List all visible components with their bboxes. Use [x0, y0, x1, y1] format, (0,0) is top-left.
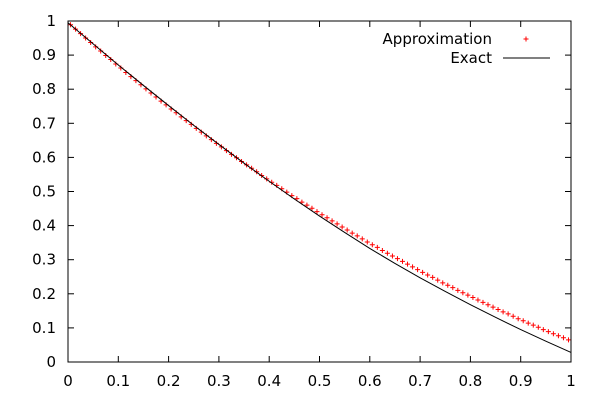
y-tick-label: 0.1 — [32, 319, 56, 337]
approximation-point — [500, 309, 506, 315]
y-tick-label: 0.8 — [32, 80, 56, 98]
approximation-point — [374, 244, 380, 250]
plot-frame — [67, 20, 572, 363]
y-tick-label: 0.4 — [32, 217, 56, 235]
approximation-point — [545, 329, 551, 335]
approximation-point — [364, 239, 370, 245]
x-tick-label: 0.2 — [157, 372, 181, 390]
y-tick-label: 0.6 — [32, 148, 56, 166]
exact-line — [67, 22, 572, 353]
approximation-point — [88, 39, 94, 45]
approximation-point — [510, 313, 516, 319]
y-tick-label: 0 — [46, 353, 56, 371]
approximation-point — [319, 212, 325, 218]
approximation-point — [379, 247, 385, 253]
approximation-point — [410, 264, 416, 270]
x-tick-label: 0.4 — [257, 372, 281, 390]
approximation-point — [565, 337, 571, 343]
approximation-point — [470, 295, 476, 301]
series-layer — [67, 22, 572, 353]
approximation-point — [399, 258, 405, 264]
approximation-point — [435, 277, 441, 283]
x-tick-label: 1 — [566, 372, 576, 390]
y-tick-label: 0.5 — [32, 183, 56, 201]
approximation-point — [490, 304, 496, 310]
approximation-point — [324, 215, 330, 221]
approximation-point — [555, 333, 561, 339]
legend-swatch-approximation — [523, 36, 529, 42]
x-tick-label: 0.6 — [358, 372, 382, 390]
approximation-point — [480, 299, 486, 305]
approximation-point — [530, 322, 536, 328]
approximation-point — [450, 285, 456, 291]
approximation-point — [359, 236, 365, 242]
approximation-point — [389, 253, 395, 259]
approximation-point — [349, 230, 355, 236]
x-tick-label: 0.8 — [458, 372, 482, 390]
approximation-point — [369, 242, 375, 248]
y-tick-label: 0.3 — [32, 251, 56, 269]
approximation-point — [415, 267, 421, 273]
approximation-point — [430, 274, 436, 280]
approximation-point — [394, 256, 400, 262]
approximation-point — [384, 250, 390, 256]
approximation-point — [344, 227, 350, 233]
y-tick-label: 1 — [46, 12, 56, 30]
approximation-point — [525, 320, 531, 326]
series-exact — [67, 22, 572, 353]
approximation-point — [354, 233, 360, 239]
approximation-point — [515, 316, 521, 322]
x-tick-label: 0.1 — [106, 372, 130, 390]
approximation-point — [405, 261, 411, 267]
approximation-point — [485, 302, 491, 308]
approximation-point — [334, 221, 340, 227]
approximation-point — [550, 331, 556, 337]
approximation-point — [535, 324, 541, 330]
approximation-point — [304, 202, 310, 208]
approximation-point — [460, 290, 466, 296]
legend-label-exact: Exact — [450, 49, 492, 67]
y-tick-label: 0.2 — [32, 285, 56, 303]
approximation-point — [420, 269, 426, 275]
approximation-point — [425, 272, 431, 278]
approximation-point — [520, 318, 526, 324]
axes: 0 0.1 0.2 0.3 0.4 0.5 0.6 0.7 0.8 0.9 1 0 0.1 0.2 0.3 0… — [32, 12, 576, 390]
y-tick-label: 0.7 — [32, 114, 56, 132]
approximation-point — [329, 218, 335, 224]
approximation-point — [505, 311, 511, 317]
x-tick-label: 0.9 — [509, 372, 533, 390]
approximation-point — [540, 327, 546, 333]
x-tick-label: 0 — [63, 372, 73, 390]
approximation-point — [475, 297, 481, 303]
approximation-point — [495, 306, 501, 312]
legend-label-approximation: Approximation — [383, 30, 492, 48]
approximation-point — [465, 292, 471, 298]
x-tick-label: 0.5 — [308, 372, 332, 390]
approximation-point — [339, 224, 345, 230]
y-tick-label: 0.9 — [32, 46, 56, 64]
approximation-point — [560, 335, 566, 341]
approximation-point — [440, 280, 446, 286]
approximation-point — [455, 287, 461, 293]
x-tick-label: 0.7 — [408, 372, 432, 390]
approximation-point — [309, 205, 315, 211]
approximation-point — [314, 209, 320, 215]
series-approximation — [68, 22, 571, 343]
approximation-point — [445, 282, 451, 288]
x-tick-label: 0.3 — [207, 372, 231, 390]
